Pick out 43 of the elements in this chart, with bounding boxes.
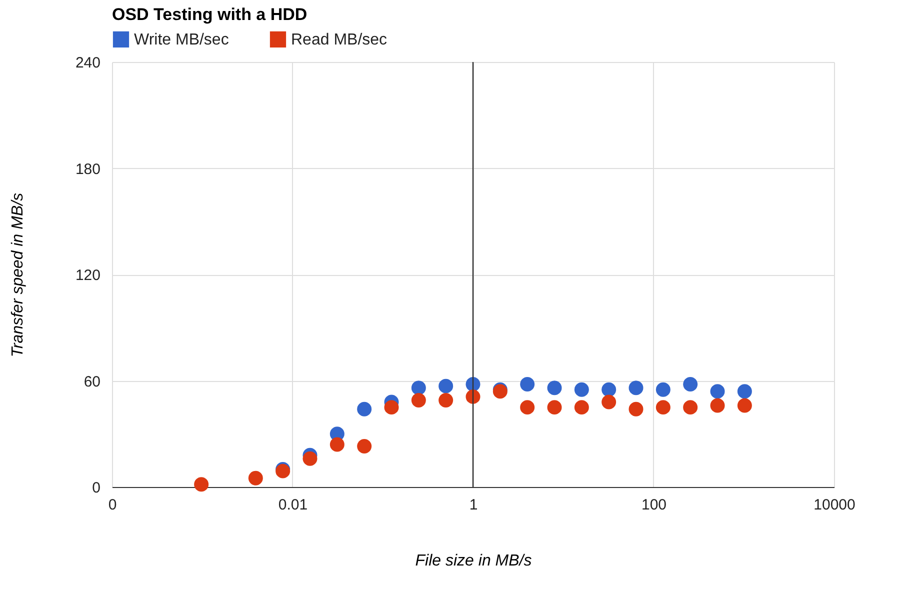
x-axis-title: File size in MB/s	[415, 552, 532, 570]
point	[602, 382, 616, 397]
point	[357, 439, 372, 454]
point	[520, 400, 535, 415]
point	[520, 377, 535, 392]
point	[411, 392, 426, 408]
point	[438, 378, 454, 394]
y-tick-label: 180	[75, 160, 100, 178]
x-tick-label: 0.01	[278, 496, 308, 514]
point	[248, 470, 263, 486]
y-tick-label: 0	[92, 480, 100, 496]
point	[384, 400, 399, 415]
chart-title: OSD Testing with a HDD	[112, 5, 308, 24]
point	[438, 392, 454, 408]
legend-label: Write MB/sec	[134, 31, 229, 48]
point	[357, 402, 372, 416]
point	[547, 400, 562, 415]
point	[737, 398, 752, 413]
point	[656, 382, 670, 397]
y-tick-label: 120	[75, 267, 100, 284]
point	[683, 377, 698, 392]
point	[411, 380, 426, 396]
point	[656, 400, 670, 415]
x-tick-label: 10000	[814, 496, 856, 514]
point	[574, 400, 589, 415]
point	[547, 380, 562, 396]
point	[302, 451, 318, 466]
point	[330, 437, 344, 452]
y-axis-title: Transfer speed in MB/s	[9, 192, 26, 358]
point	[574, 382, 589, 397]
y-tick-label: 60	[84, 373, 100, 390]
legend-label: Read MB/sec	[291, 31, 388, 48]
point	[683, 400, 698, 415]
point	[710, 384, 725, 399]
point	[602, 394, 616, 410]
x-tick-label: 0	[108, 496, 117, 514]
point	[737, 384, 752, 399]
point	[628, 380, 644, 396]
x-tick-label: 1	[469, 496, 478, 514]
point	[710, 398, 725, 413]
y-tick-label: 240	[75, 54, 100, 72]
point	[628, 402, 644, 416]
x-tick-label: 100	[641, 496, 667, 514]
